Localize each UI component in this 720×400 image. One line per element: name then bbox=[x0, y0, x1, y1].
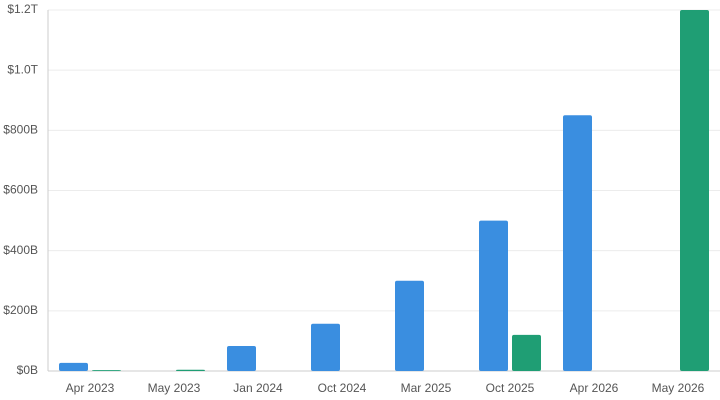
bar bbox=[227, 346, 256, 371]
x-tick-label: Oct 2025 bbox=[486, 381, 535, 395]
bar bbox=[59, 362, 88, 371]
bar bbox=[680, 10, 709, 371]
y-tick-label: $0B bbox=[17, 363, 38, 377]
y-tick-label: $1.2T bbox=[7, 2, 38, 16]
bar bbox=[176, 369, 205, 371]
y-tick-label: $800B bbox=[3, 123, 38, 137]
x-tick-label: Apr 2023 bbox=[66, 381, 115, 395]
y-tick-label: $600B bbox=[3, 183, 38, 197]
bar bbox=[512, 334, 541, 371]
x-tick-label: May 2026 bbox=[652, 381, 705, 395]
bar bbox=[563, 115, 592, 372]
bar bbox=[92, 370, 121, 371]
bar bbox=[479, 220, 508, 371]
x-tick-label: Mar 2025 bbox=[401, 381, 452, 395]
y-tick-label: $1.0T bbox=[7, 62, 38, 76]
x-tick-label: Jan 2024 bbox=[233, 381, 283, 395]
y-tick-label: $200B bbox=[3, 303, 38, 317]
x-tick-label: May 2023 bbox=[148, 381, 201, 395]
bar bbox=[395, 280, 424, 371]
x-tick-label: Apr 2026 bbox=[570, 381, 619, 395]
x-tick-label: Oct 2024 bbox=[318, 381, 367, 395]
y-tick-label: $400B bbox=[3, 243, 38, 257]
bar bbox=[311, 323, 340, 371]
